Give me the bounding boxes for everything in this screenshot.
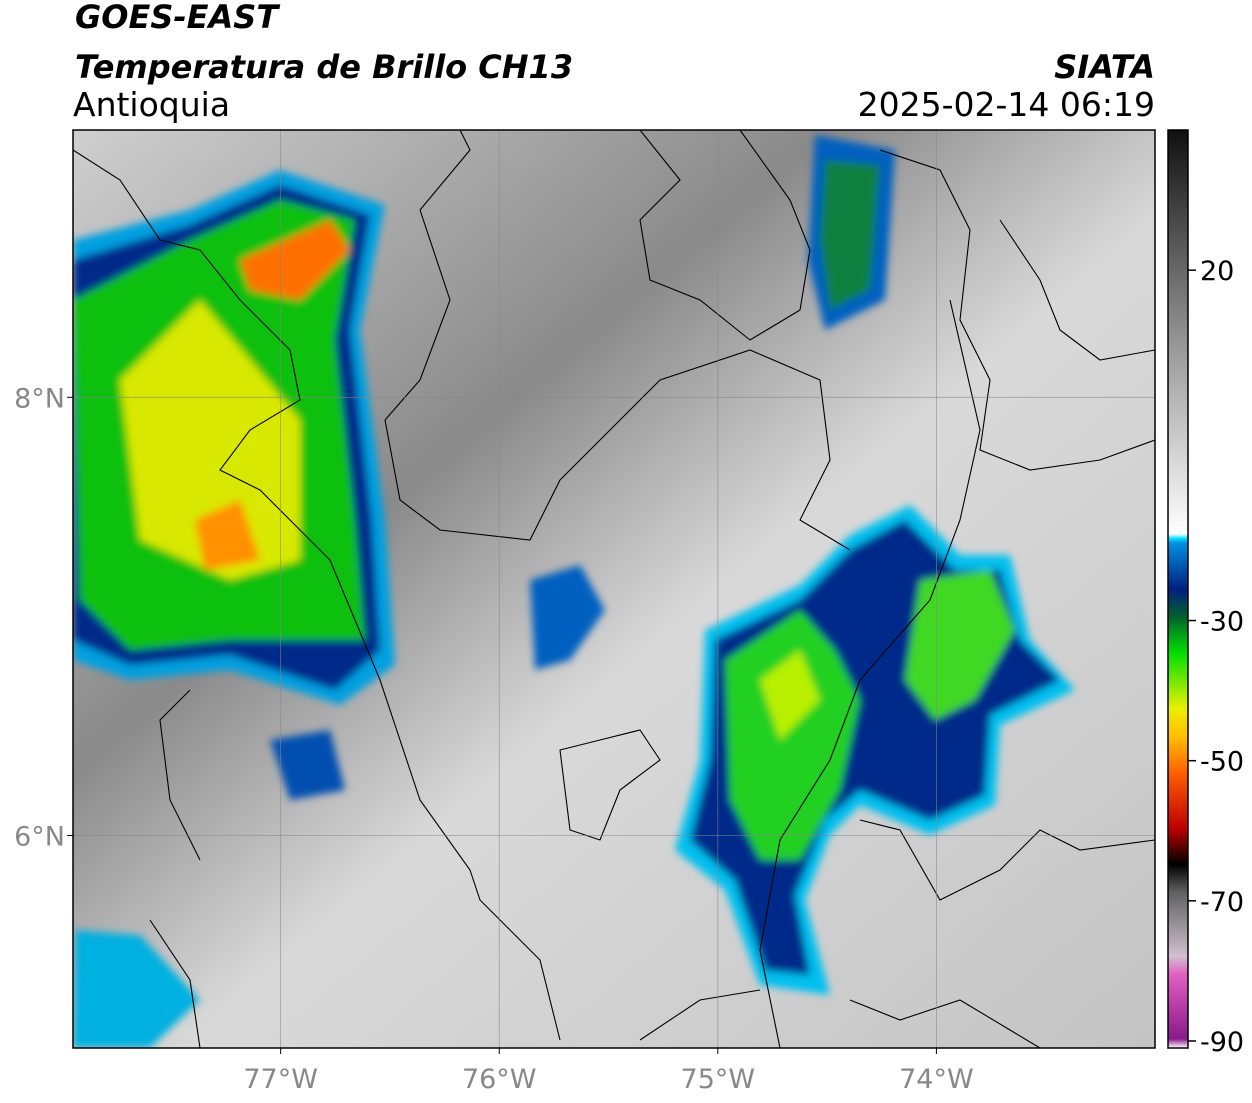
- x-tick-label: 76°W: [462, 1064, 537, 1095]
- colorbar-tick-label: -70: [1200, 887, 1244, 918]
- source: SIATA: [1054, 48, 1155, 86]
- cloud-cold: [195, 500, 260, 570]
- cloud-cold: [73, 930, 200, 1048]
- borders: [73, 130, 1155, 1048]
- x-tick-label: 75°W: [681, 1064, 756, 1095]
- cloud-cold: [760, 650, 820, 740]
- datetime: 2025-02-14 06:19: [858, 85, 1155, 124]
- x-tick-label: 77°W: [243, 1064, 318, 1095]
- grid: [73, 130, 1155, 1048]
- colorbar-tick-label: -50: [1200, 747, 1244, 778]
- subtitle: Temperatura de Brillo CH13: [75, 48, 573, 86]
- y-tick-label: 8°N: [14, 383, 65, 414]
- colorbar-tick-label: -30: [1200, 607, 1244, 638]
- map-area: [73, 130, 1155, 1048]
- cloud-cold: [725, 610, 860, 860]
- map-frame: [72, 129, 1156, 1049]
- x-tick-label: 74°W: [899, 1064, 974, 1095]
- cloud-cold: [530, 565, 605, 670]
- region: Antioquia: [73, 85, 230, 124]
- colorbar-tick-label: -90: [1200, 1027, 1244, 1058]
- cloud-cold: [120, 300, 300, 580]
- y-tick-label: 6°N: [14, 821, 65, 852]
- cloud-cold: [270, 730, 345, 800]
- title: GOES-EAST: [75, 0, 280, 36]
- cloud-cold: [905, 570, 1015, 720]
- cloud-cold: [820, 160, 880, 310]
- cloud-cold: [240, 220, 350, 300]
- clouds: [73, 135, 1075, 1048]
- colorbar: [1167, 129, 1189, 1049]
- colorbar-tick-label: 20: [1200, 256, 1234, 287]
